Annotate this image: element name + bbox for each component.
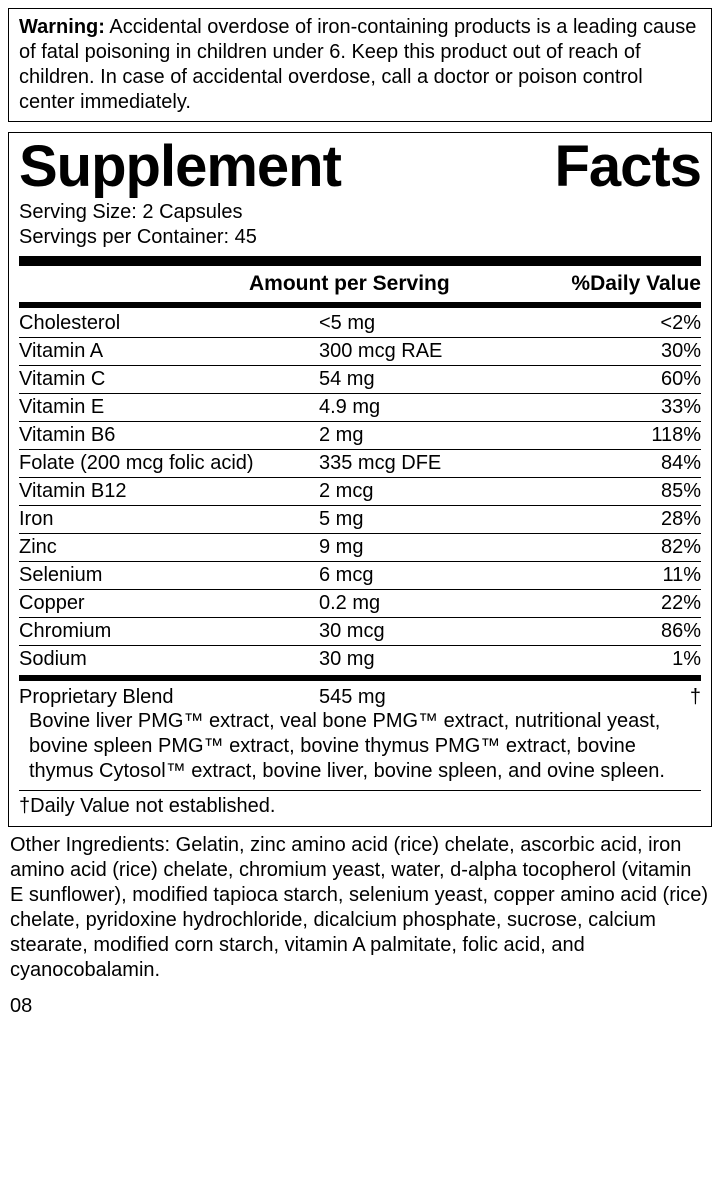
nutrient-dv: <2% (581, 312, 701, 335)
nutrient-dv: 60% (581, 368, 701, 391)
table-row: Vitamin B62 mg118% (19, 421, 701, 449)
table-row: Sodium30 mg1% (19, 645, 701, 673)
nutrient-name: Folate (200 mcg folic acid) (19, 452, 319, 475)
title-word-1: Supplement (19, 137, 341, 198)
nutrient-table: Cholesterol<5 mg<2%Vitamin A300 mcg RAE3… (19, 310, 701, 673)
title-word-2: Facts (554, 137, 701, 198)
table-row: Vitamin C54 mg60% (19, 365, 701, 393)
warning-text: Accidental overdose of iron-containing p… (19, 16, 696, 113)
divider-thick (19, 256, 701, 266)
other-ingredients: Other Ingredients: Gelatin, zinc amino a… (8, 827, 712, 983)
nutrient-name: Chromium (19, 620, 319, 643)
nutrient-amount: 4.9 mg (319, 396, 581, 419)
nutrient-amount: 2 mcg (319, 480, 581, 503)
table-row: Iron5 mg28% (19, 505, 701, 533)
table-row: Vitamin A300 mcg RAE30% (19, 337, 701, 365)
table-row: Cholesterol<5 mg<2% (19, 310, 701, 337)
nutrient-dv: 22% (581, 592, 701, 615)
blend-ingredients: Bovine liver PMG™ extract, veal bone PMG… (19, 709, 701, 788)
nutrient-name: Cholesterol (19, 312, 319, 335)
nutrient-dv: 82% (581, 536, 701, 559)
nutrient-amount: <5 mg (319, 312, 581, 335)
nutrient-dv: 30% (581, 340, 701, 363)
blend-name: Proprietary Blend (19, 686, 319, 709)
table-row: Folate (200 mcg folic acid)335 mcg DFE84… (19, 449, 701, 477)
table-row: Chromium30 mcg86% (19, 617, 701, 645)
nutrient-amount: 2 mg (319, 424, 581, 447)
divider-thin (19, 790, 701, 792)
nutrient-name: Vitamin A (19, 340, 319, 363)
nutrient-name: Vitamin B12 (19, 480, 319, 503)
nutrient-amount: 0.2 mg (319, 592, 581, 615)
nutrient-amount: 300 mcg RAE (319, 340, 581, 363)
table-row: Copper0.2 mg22% (19, 589, 701, 617)
nutrient-dv: 11% (581, 564, 701, 587)
nutrient-dv: 118% (581, 424, 701, 447)
nutrient-dv: 1% (581, 648, 701, 671)
label-code: 08 (8, 983, 712, 1018)
table-row: Vitamin B122 mcg85% (19, 477, 701, 505)
nutrient-amount: 54 mg (319, 368, 581, 391)
header-dv: %Daily Value (521, 272, 701, 296)
serving-info: Serving Size: 2 Capsules Servings per Co… (19, 200, 701, 250)
nutrient-name: Vitamin C (19, 368, 319, 391)
nutrient-amount: 9 mg (319, 536, 581, 559)
nutrient-amount: 30 mcg (319, 620, 581, 643)
proprietary-blend-row: Proprietary Blend 545 mg † (19, 683, 701, 709)
nutrient-name: Sodium (19, 648, 319, 671)
servings-per-container: Servings per Container: 45 (19, 225, 701, 250)
nutrient-amount: 335 mcg DFE (319, 452, 581, 475)
nutrient-dv: 86% (581, 620, 701, 643)
nutrient-dv: 84% (581, 452, 701, 475)
table-row: Zinc9 mg82% (19, 533, 701, 561)
nutrient-name: Vitamin E (19, 396, 319, 419)
nutrient-name: Iron (19, 508, 319, 531)
blend-dv: † (661, 686, 701, 709)
table-header: Amount per Serving %Daily Value (19, 270, 701, 300)
nutrient-dv: 33% (581, 396, 701, 419)
serving-size: Serving Size: 2 Capsules (19, 200, 701, 225)
nutrient-dv: 28% (581, 508, 701, 531)
table-row: Selenium6 mcg11% (19, 561, 701, 589)
table-row: Vitamin E4.9 mg33% (19, 393, 701, 421)
header-amount: Amount per Serving (249, 272, 521, 296)
blend-amount: 545 mg (319, 686, 661, 709)
nutrient-name: Zinc (19, 536, 319, 559)
divider-thick (19, 302, 701, 308)
nutrient-amount: 30 mg (319, 648, 581, 671)
nutrient-amount: 6 mcg (319, 564, 581, 587)
nutrient-amount: 5 mg (319, 508, 581, 531)
nutrient-name: Vitamin B6 (19, 424, 319, 447)
divider-thick (19, 675, 701, 681)
nutrient-dv: 85% (581, 480, 701, 503)
warning-label: Warning: (19, 16, 105, 38)
footnote: †Daily Value not established. (19, 793, 701, 820)
panel-title: Supplement Facts (19, 137, 701, 198)
nutrient-name: Copper (19, 592, 319, 615)
supplement-facts-panel: Supplement Facts Serving Size: 2 Capsule… (8, 132, 712, 827)
nutrient-name: Selenium (19, 564, 319, 587)
warning-box: Warning: Accidental overdose of iron-con… (8, 8, 712, 122)
